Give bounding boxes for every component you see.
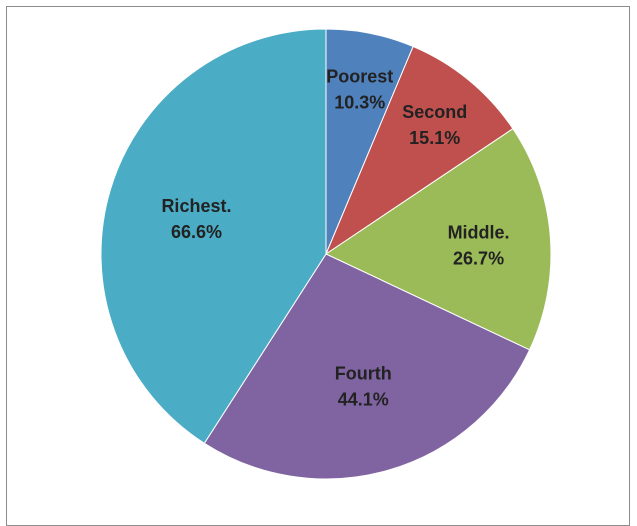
- pie-chart: Poorest 10.3% Second 15.1% Middle. 26.7% Fourt…: [100, 28, 552, 480]
- pie-slice-middle: [324, 128, 552, 351]
- slice-category-label: Fourth: [335, 364, 392, 384]
- slice-category-label: Middle.: [448, 222, 510, 242]
- slice-value-label: 44.1%: [338, 390, 389, 410]
- slice-category-label: Poorest: [326, 66, 393, 86]
- pie-slices: [100, 28, 552, 480]
- slice-value-label: 15.1%: [409, 128, 460, 148]
- pie-slice-second: [324, 45, 514, 256]
- pie-data-labels: Poorest 10.3% Second 15.1% Middle. 26.7% Fourt…: [161, 66, 509, 409]
- slice-category-label: Richest.: [161, 196, 231, 216]
- pie-slice-richest: [100, 28, 327, 444]
- slice-value-label: 10.3%: [334, 92, 385, 112]
- slice-value-label: 66.6%: [171, 222, 222, 242]
- pie-slice-fourth: [203, 253, 531, 480]
- slice-category-label: Second: [402, 102, 467, 122]
- slice-value-label: 26.7%: [453, 248, 504, 268]
